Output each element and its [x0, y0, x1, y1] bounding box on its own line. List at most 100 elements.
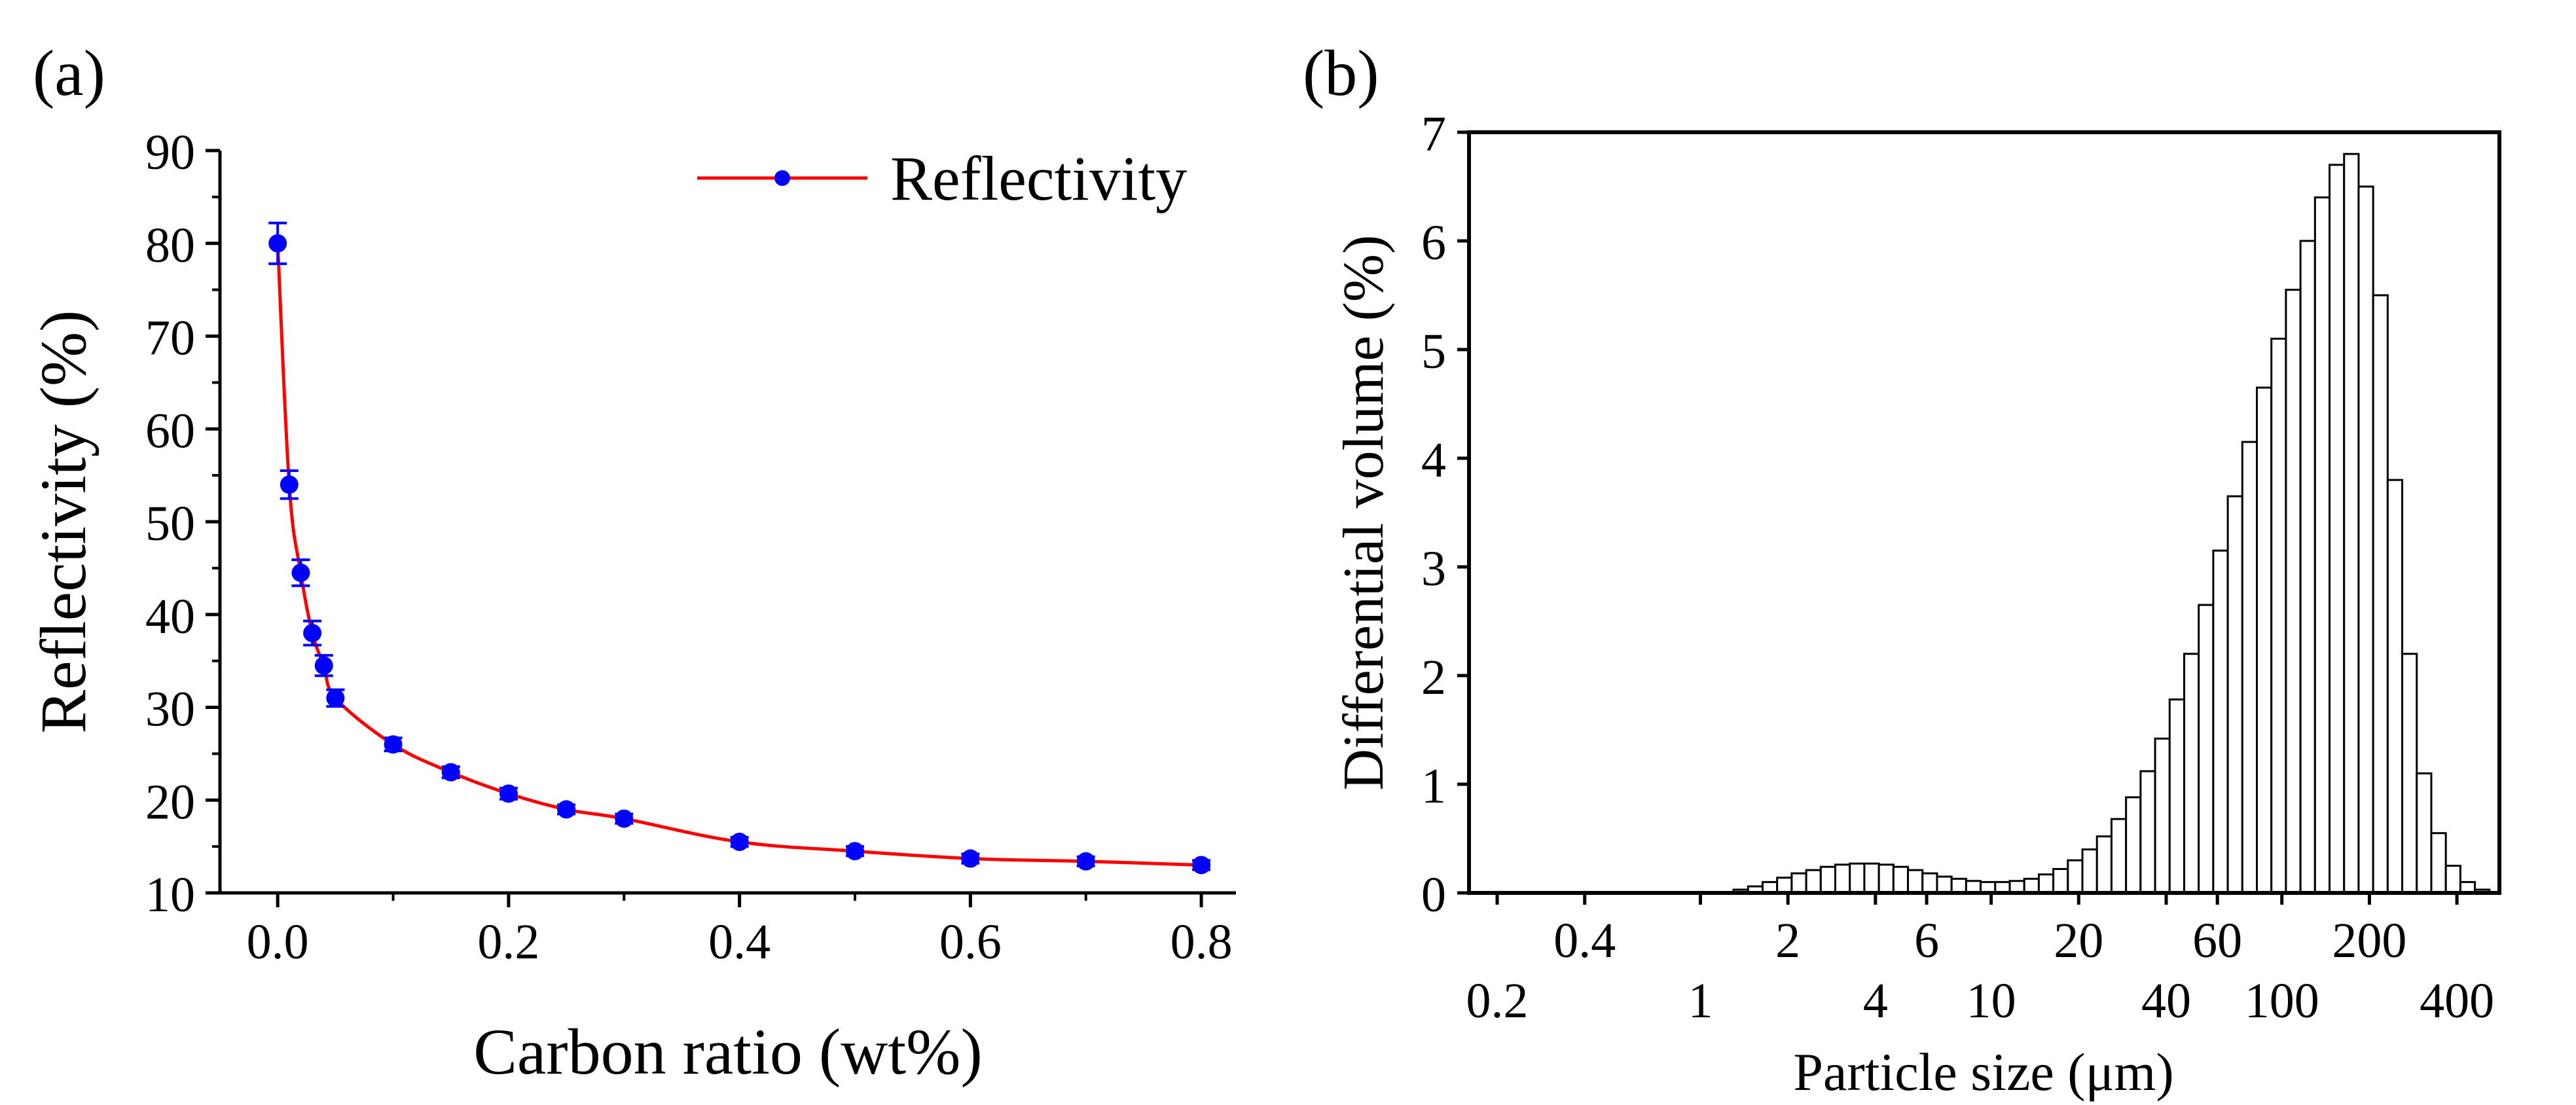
panel-b-y-axis-label: Differential volume (%) — [1332, 235, 1396, 791]
histogram-bar — [2313, 196, 2331, 894]
histogram-bar — [1849, 862, 1866, 894]
histogram-bar — [2095, 835, 2113, 894]
histogram-bar — [2416, 772, 2433, 894]
histogram-bar — [2357, 185, 2374, 894]
data-point — [268, 234, 287, 253]
histogram-bar — [2329, 164, 2346, 894]
histogram-bar — [1892, 865, 1910, 894]
panel-a-x-axis-label: Carbon ratio (wt%) — [473, 1015, 983, 1088]
histogram-bar — [2241, 441, 2258, 894]
data-point — [303, 624, 322, 643]
data-point — [314, 656, 333, 675]
data-point — [615, 809, 634, 828]
x-tick-label-lower: 1 — [1688, 973, 1713, 1028]
histogram-bar — [2372, 294, 2389, 894]
histogram-bar — [1878, 863, 1895, 894]
x-tick-label-upper: 60 — [2192, 913, 2242, 968]
panel-a-legend: Reflectivity — [697, 143, 1187, 213]
histogram-bar — [2139, 770, 2156, 894]
panel-a: (a) 10 20 30 40 50 60 70 80 90 0.0 0.2 0.4 0.6 0.8 Re… — [27, 37, 1236, 1088]
x-tick-label-lower: 40 — [2141, 973, 2191, 1028]
y-tick-label: 4 — [1421, 433, 1446, 488]
x-tick-label: 0.4 — [708, 915, 771, 969]
histogram-bar — [1819, 865, 1837, 894]
histogram-bar — [2226, 495, 2243, 894]
y-tick-label: 40 — [145, 589, 195, 644]
histogram-bar — [2401, 653, 2418, 894]
histogram-bar — [2081, 848, 2098, 894]
histogram-bar — [2299, 240, 2316, 894]
y-tick-label: 7 — [1421, 107, 1446, 162]
reflectivity-line — [276, 243, 1202, 867]
histogram-bar — [2110, 818, 2128, 894]
y-tick-label: 10 — [145, 867, 195, 922]
histogram-bar — [2343, 153, 2360, 894]
data-point — [961, 849, 980, 868]
histogram-bar — [1907, 869, 1924, 894]
panel-b-x-axis-label: Particle size (μm) — [1793, 1042, 2173, 1102]
x-tick-label: 0.0 — [247, 915, 309, 969]
data-point — [280, 475, 299, 494]
y-tick-label: 6 — [1421, 215, 1446, 270]
x-tick-label-lower: 400 — [2420, 973, 2494, 1028]
histogram-bar — [2255, 386, 2273, 894]
y-tick-label: 2 — [1421, 650, 1446, 705]
histogram-bar — [1936, 875, 1953, 894]
y-tick-label: 60 — [145, 403, 195, 458]
data-point — [291, 563, 310, 582]
x-tick-label-upper: 0.4 — [1553, 913, 1616, 968]
data-point — [326, 689, 345, 708]
panel-a-y-axis-label: Reflectivity (%) — [27, 310, 100, 734]
histogram-bar — [2168, 698, 2185, 894]
histogram-bar — [2270, 337, 2287, 894]
y-tick-label: 50 — [145, 496, 195, 551]
histogram-bar — [2386, 479, 2404, 894]
y-tick-label: 3 — [1421, 541, 1446, 596]
histogram-bar — [2430, 832, 2447, 894]
histogram-bar — [2285, 289, 2302, 894]
panel-b-label: (b) — [1303, 37, 1379, 109]
histogram-bar — [2198, 604, 2215, 894]
panel-a-label: (a) — [33, 37, 105, 109]
x-tick-label-upper: 200 — [2332, 913, 2406, 968]
histogram-bar — [2067, 859, 2084, 894]
y-tick-label: 90 — [145, 125, 195, 180]
y-tick-label: 1 — [1421, 759, 1446, 814]
histogram-bar — [2125, 796, 2142, 894]
data-point — [384, 735, 403, 754]
y-tick-label: 5 — [1421, 324, 1446, 379]
y-tick-label: 0 — [1421, 867, 1446, 922]
histogram-bar — [1834, 863, 1851, 894]
histogram-bar — [2023, 877, 2040, 894]
y-tick-label: 70 — [145, 311, 195, 366]
y-tick-label: 30 — [145, 682, 195, 737]
legend-label: Reflectivity — [890, 143, 1187, 213]
histogram-bar — [1921, 872, 1938, 894]
histogram-bar — [2037, 873, 2055, 894]
histogram-bar — [1776, 877, 1793, 894]
data-point — [1076, 852, 1095, 871]
x-tick-label-upper: 20 — [2054, 913, 2103, 968]
panel-b-plot-frame — [1467, 130, 2501, 895]
data-point — [441, 763, 460, 782]
data-point — [846, 842, 864, 861]
x-tick-label-upper: 6 — [1914, 913, 1939, 968]
histogram-bar — [2212, 549, 2229, 894]
x-tick-label-lower: 10 — [1967, 973, 2016, 1028]
data-point — [557, 800, 576, 819]
histogram-bar — [1863, 862, 1880, 894]
histogram-bar — [2052, 867, 2069, 894]
y-tick-label: 20 — [145, 774, 195, 829]
histogram-bar — [1805, 869, 1822, 894]
x-tick-label: 0.6 — [939, 915, 1002, 969]
histogram-bar — [2154, 737, 2171, 894]
x-tick-label: 0.8 — [1170, 915, 1233, 969]
x-tick-label-lower: 4 — [1863, 973, 1888, 1028]
x-tick-label-upper: 2 — [1775, 913, 1800, 968]
x-tick-label: 0.2 — [477, 915, 539, 969]
histogram-bar — [2444, 865, 2461, 894]
histogram-bar — [2183, 653, 2200, 894]
x-tick-label-lower: 100 — [2245, 973, 2319, 1028]
